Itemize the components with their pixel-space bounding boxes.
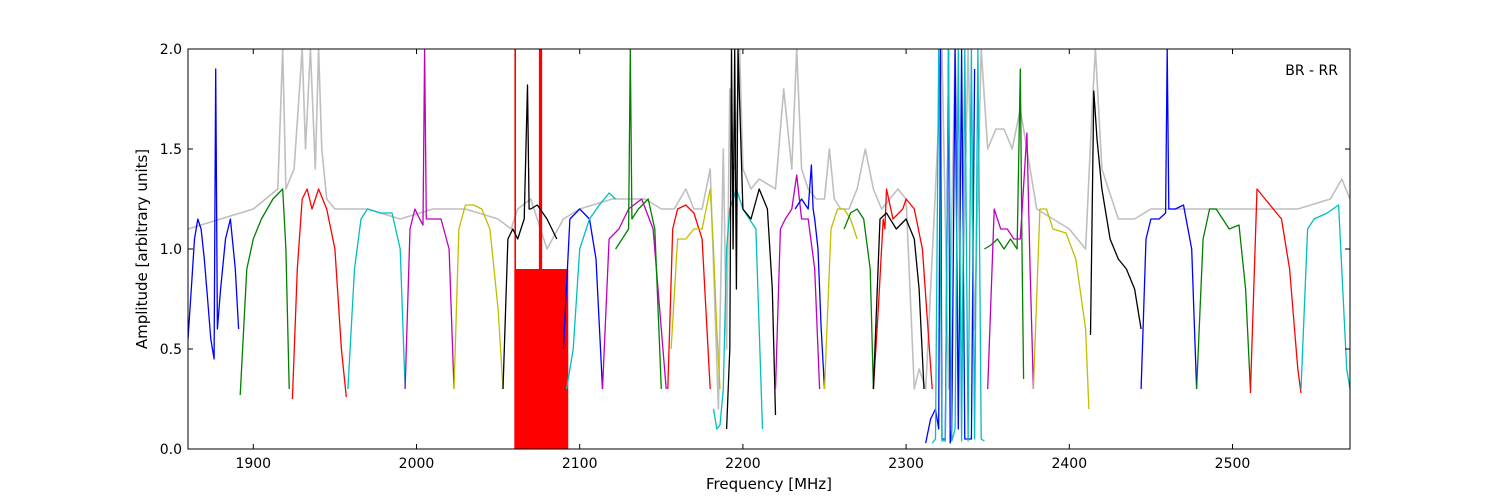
series-line-8 — [565, 192, 617, 390]
series-line-3 — [347, 208, 406, 390]
x-tick-label: 2200 — [725, 456, 761, 472]
series-line-5 — [453, 204, 504, 390]
x-axis-label: Frequency [MHz] — [706, 475, 832, 493]
x-tick-label: 2400 — [1051, 456, 1087, 472]
x-tick-label: 1900 — [235, 456, 271, 472]
series-line-24 — [987, 132, 1035, 390]
series-line-0 — [188, 68, 240, 360]
series-line-13 — [712, 188, 764, 430]
series-line-4 — [404, 49, 455, 390]
y-tick-label: 2.0 — [160, 42, 182, 58]
series-line-21 — [925, 49, 976, 444]
series-line-11 — [667, 204, 711, 390]
y-tick-label: 1.0 — [160, 242, 182, 258]
series-line-14 — [725, 49, 777, 430]
series-line-27 — [1140, 49, 1198, 390]
series-line-30 — [1300, 204, 1350, 390]
series-line-15 — [774, 174, 821, 390]
series-line-16 — [794, 164, 826, 390]
plot-area — [188, 49, 1350, 449]
series-line-2 — [291, 188, 347, 400]
series-line-22 — [931, 49, 985, 444]
axis-ticks: 1900 2000 2100 2200 2300 2400 2500 0.0 0.5 1.0 1.5… — [160, 42, 1350, 472]
series-line-19 — [872, 188, 933, 390]
fill-block-2 — [538, 49, 543, 449]
x-tick-label: 2100 — [562, 456, 598, 472]
x-tick-label: 2500 — [1215, 456, 1251, 472]
x-tick-label: 2000 — [399, 456, 435, 472]
series-line-25 — [1032, 208, 1090, 410]
series-line-17 — [823, 208, 858, 390]
y-axis-label: Amplitude [arbitrary units] — [133, 149, 151, 349]
series-line-20 — [872, 212, 925, 390]
series-line-12 — [670, 188, 721, 390]
chart-annotation: BR - RR — [1285, 63, 1338, 79]
y-tick-label: 0.0 — [160, 442, 182, 458]
series-line-1 — [239, 188, 290, 396]
series-line-18 — [843, 208, 875, 390]
series-line-10 — [615, 49, 662, 390]
plot-frame — [187, 48, 1351, 450]
x-tick-label: 2300 — [888, 456, 924, 472]
series-line-26 — [1089, 90, 1142, 336]
y-tick-label: 0.5 — [160, 342, 182, 358]
background-trace — [188, 49, 1350, 410]
series-line-28 — [1195, 208, 1252, 390]
fill-block-1 — [514, 49, 517, 449]
y-tick-label: 1.5 — [160, 142, 182, 158]
series-line-7 — [562, 208, 604, 390]
series-line-6 — [502, 84, 558, 390]
series-line-29 — [1249, 188, 1302, 394]
series-line-9 — [601, 198, 667, 390]
